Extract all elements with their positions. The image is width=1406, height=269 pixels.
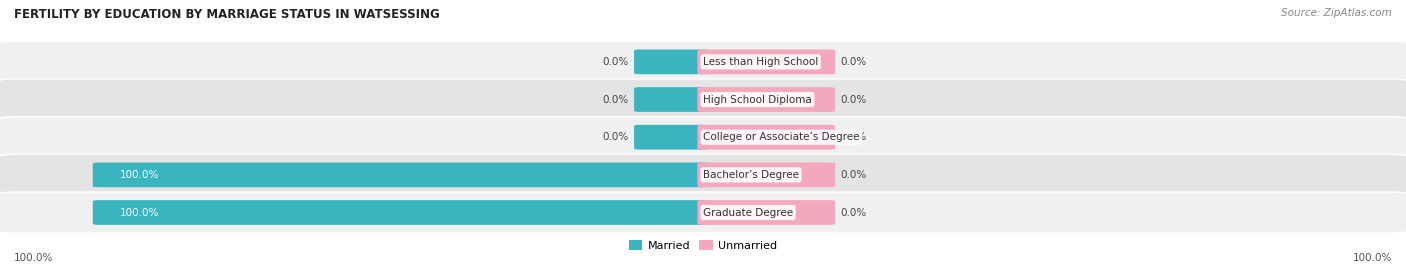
FancyBboxPatch shape [697, 125, 835, 150]
Text: College or Associate’s Degree: College or Associate’s Degree [703, 132, 859, 142]
FancyBboxPatch shape [0, 117, 1406, 158]
Text: 100.0%: 100.0% [1353, 253, 1392, 263]
FancyBboxPatch shape [93, 162, 709, 187]
Text: 100.0%: 100.0% [120, 170, 159, 180]
Text: 0.0%: 0.0% [841, 94, 868, 105]
Text: Source: ZipAtlas.com: Source: ZipAtlas.com [1281, 8, 1392, 18]
FancyBboxPatch shape [0, 79, 1406, 120]
Text: 0.0%: 0.0% [841, 132, 868, 142]
Text: 0.0%: 0.0% [841, 170, 868, 180]
Text: 0.0%: 0.0% [602, 94, 628, 105]
FancyBboxPatch shape [0, 41, 1406, 82]
Legend: Married, Unmarried: Married, Unmarried [624, 236, 782, 255]
FancyBboxPatch shape [697, 87, 835, 112]
Text: 0.0%: 0.0% [841, 207, 868, 218]
FancyBboxPatch shape [0, 192, 1406, 233]
Text: 0.0%: 0.0% [841, 57, 868, 67]
Text: FERTILITY BY EDUCATION BY MARRIAGE STATUS IN WATSESSING: FERTILITY BY EDUCATION BY MARRIAGE STATU… [14, 8, 440, 21]
FancyBboxPatch shape [697, 200, 835, 225]
FancyBboxPatch shape [634, 125, 709, 150]
FancyBboxPatch shape [634, 87, 709, 112]
Text: 100.0%: 100.0% [14, 253, 53, 263]
Text: Bachelor’s Degree: Bachelor’s Degree [703, 170, 799, 180]
FancyBboxPatch shape [697, 162, 835, 187]
Text: 0.0%: 0.0% [602, 57, 628, 67]
FancyBboxPatch shape [93, 200, 709, 225]
Text: 0.0%: 0.0% [602, 132, 628, 142]
FancyBboxPatch shape [0, 154, 1406, 195]
FancyBboxPatch shape [697, 49, 835, 74]
Text: Graduate Degree: Graduate Degree [703, 207, 793, 218]
Text: Less than High School: Less than High School [703, 57, 818, 67]
Text: 100.0%: 100.0% [120, 207, 159, 218]
FancyBboxPatch shape [634, 49, 709, 74]
Text: High School Diploma: High School Diploma [703, 94, 811, 105]
